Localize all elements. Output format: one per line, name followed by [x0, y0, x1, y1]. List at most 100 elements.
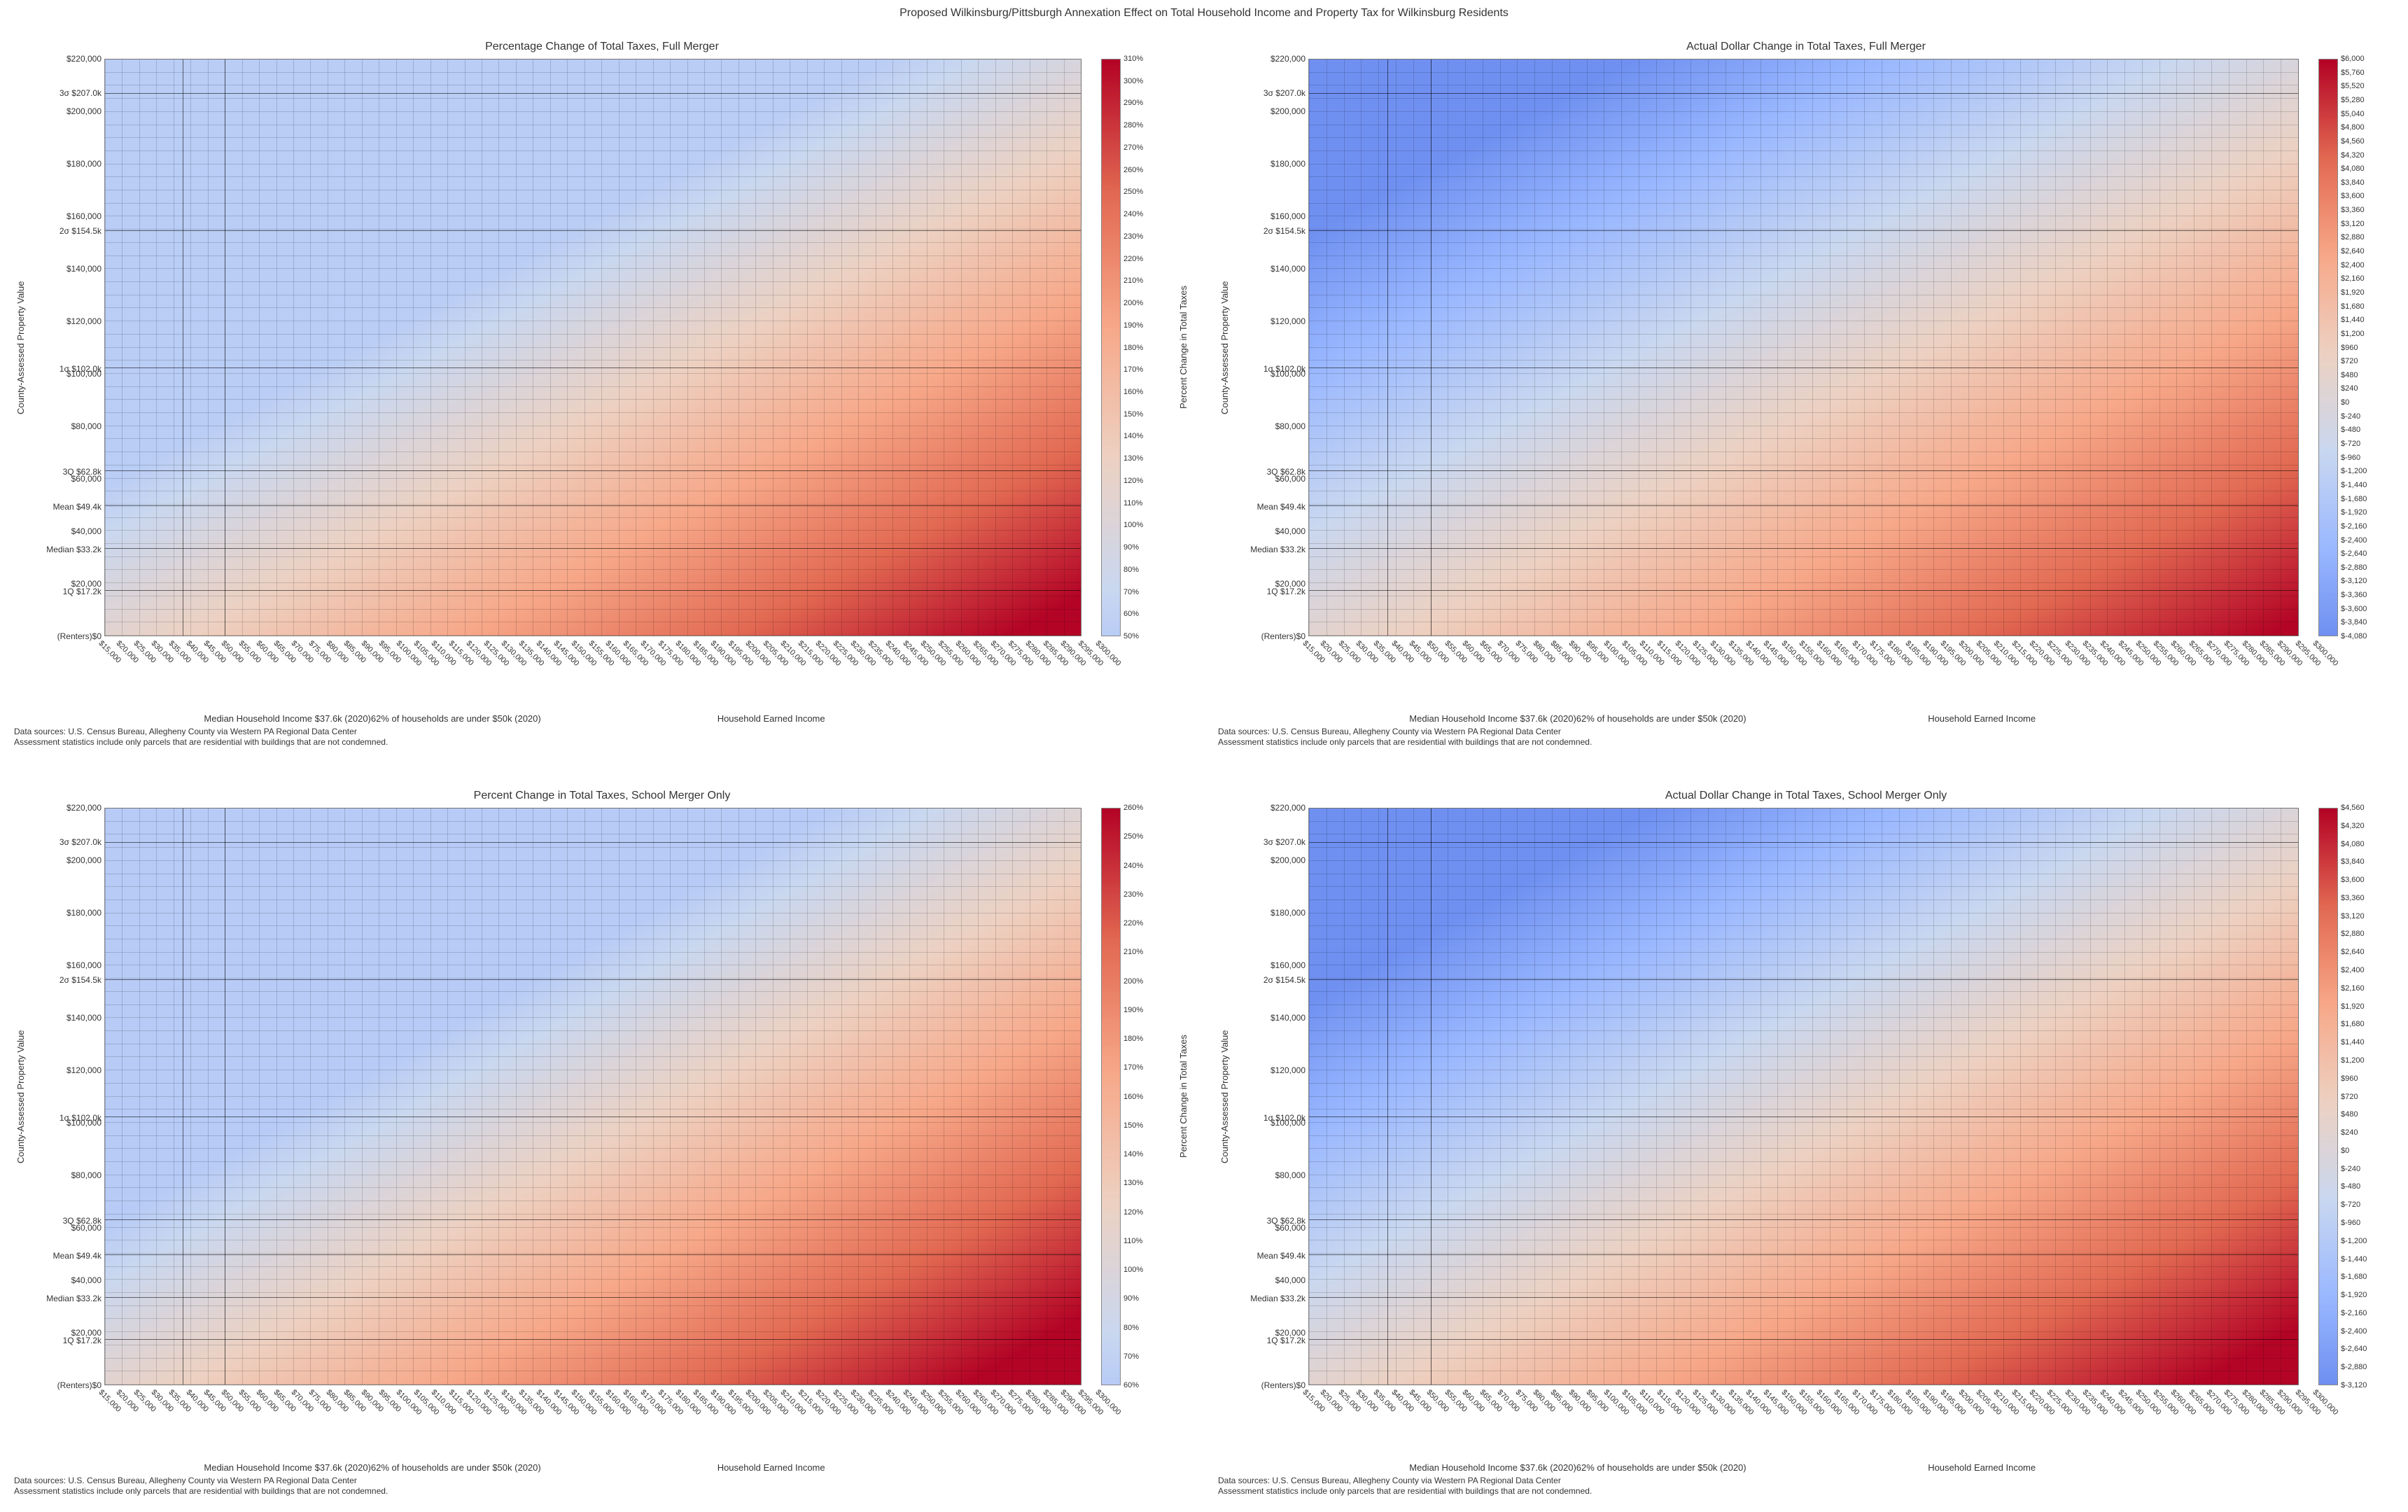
colorbar-tick: 130%: [1124, 454, 1143, 463]
colorbar-tick: $-3,120: [2341, 1381, 2367, 1390]
colorbar-tick: 250%: [1124, 832, 1143, 841]
colorbar-tick: 240%: [1124, 210, 1143, 218]
colorbar-tick: $240: [2341, 1128, 2358, 1137]
colorbar-tick: 90%: [1124, 543, 1139, 552]
y-axis-label: County-Assessed Property Value: [1218, 59, 1231, 636]
colorbar-tick: $720: [2341, 1093, 2358, 1101]
colorbar-tick: $960: [2341, 344, 2358, 352]
colorbar-tick: $0: [2341, 398, 2349, 407]
y-tick: $200,000: [66, 855, 102, 865]
colorbar-tick: $-240: [2341, 412, 2360, 421]
colorbar-tick: 200%: [1124, 299, 1143, 307]
colorbar-tick: $3,840: [2341, 178, 2365, 187]
y-tick: $180,000: [1270, 908, 1306, 918]
colorbar-tick: $1,680: [2341, 1020, 2365, 1028]
colorbar-tick: 230%: [1124, 232, 1143, 241]
colorbar-tick: $1,920: [2341, 288, 2365, 297]
colorbar-tick: 120%: [1124, 1208, 1143, 1217]
colorbar-tick: 120%: [1124, 477, 1143, 485]
colorbar-tick: $-2,160: [2341, 1309, 2367, 1317]
colorbar-tick: 90%: [1124, 1294, 1139, 1303]
chart-title: Percentage Change of Total Taxes, Full M…: [14, 41, 1190, 53]
colorbar-tick: $-2,880: [2341, 1363, 2367, 1371]
y-tick: (Renters)$0: [57, 631, 102, 641]
colorbar-tick: $240: [2341, 384, 2358, 393]
colorbar-tick: 160%: [1124, 388, 1143, 396]
colorbar-tick: $3,600: [2341, 876, 2365, 884]
colorbar-tick: $2,640: [2341, 247, 2365, 255]
x-axis-ticks: $15,000$20,000$25,000$30,000$35,000$40,0…: [104, 636, 1101, 713]
colorbar-tick: 260%: [1124, 804, 1143, 812]
colorbar-tick: 70%: [1124, 588, 1139, 596]
colorbar-tick: $4,800: [2341, 123, 2365, 132]
colorbar: [2318, 808, 2338, 1385]
colorbar-tick: $2,880: [2341, 930, 2365, 938]
colorbar-tick: 300%: [1124, 77, 1143, 85]
colorbar-tick: $-2,160: [2341, 522, 2367, 531]
colorbar-tick: $1,200: [2341, 1056, 2365, 1065]
y-tick: $160,000: [1270, 211, 1306, 221]
colorbar: [1101, 59, 1121, 636]
x-axis-ticks: $15,000$20,000$25,000$30,000$35,000$40,0…: [1308, 1385, 2318, 1462]
colorbar-ticks: 60%70%80%90%100%110%120%130%140%150%160%…: [1121, 808, 1177, 1385]
y-tick: 2σ $154.5k: [1264, 975, 1306, 985]
colorbar-tick: $4,080: [2341, 840, 2365, 848]
colorbar-tick: $6,000: [2341, 55, 2365, 63]
colorbar-tick: $2,160: [2341, 984, 2365, 993]
colorbar-tick: $-1,920: [2341, 1291, 2367, 1299]
y-tick: $200,000: [1270, 855, 1306, 865]
colorbar-tick: 100%: [1124, 521, 1143, 529]
colorbar-tick: $720: [2341, 357, 2358, 365]
y-tick: $140,000: [66, 1013, 102, 1023]
x-axis-ticks: $15,000$20,000$25,000$30,000$35,000$40,0…: [1308, 636, 2318, 713]
colorbar-tick: 250%: [1124, 188, 1143, 196]
colorbar-tick: $-720: [2341, 440, 2360, 448]
y-tick: (Renters)$0: [57, 1380, 102, 1390]
colorbar-tick: $-2,640: [2341, 550, 2367, 558]
colorbar-tick: $3,360: [2341, 894, 2365, 902]
colorbar-tick: 170%: [1124, 365, 1143, 374]
colorbar-label: Percent Change in Total Taxes: [1177, 59, 1190, 636]
colorbar-tick: 260%: [1124, 166, 1143, 174]
y-tick: 2σ $154.5k: [59, 226, 102, 236]
y-tick: $20,000: [1275, 579, 1306, 589]
colorbar-tick: 310%: [1124, 55, 1143, 63]
y-tick: 3Q $62.8k: [1267, 467, 1306, 477]
y-tick: 3σ $207.0k: [59, 88, 102, 98]
colorbar-tick: $-480: [2341, 426, 2360, 434]
y-tick: $200,000: [66, 106, 102, 116]
colorbar-tick: $1,440: [2341, 316, 2365, 324]
colorbar-tick: 180%: [1124, 344, 1143, 352]
colorbar-tick: $1,920: [2341, 1002, 2365, 1011]
colorbar-tick: $2,160: [2341, 274, 2365, 283]
colorbar-tick: 290%: [1124, 99, 1143, 107]
colorbar-ticks: $-3,120$-2,880$-2,640$-2,400$-2,160$-1,9…: [2338, 808, 2394, 1385]
y-tick: $120,000: [1270, 316, 1306, 326]
colorbar-tick: 80%: [1124, 1324, 1139, 1332]
y-axis-label: County-Assessed Property Value: [1218, 808, 1231, 1385]
colorbar-tick: 190%: [1124, 321, 1143, 330]
y-tick: 1σ $102.0k: [59, 1113, 102, 1123]
colorbar-tick: $1,440: [2341, 1038, 2365, 1046]
y-tick: $220,000: [66, 54, 102, 64]
colorbar-tick: $4,320: [2341, 151, 2365, 160]
y-tick: $180,000: [66, 159, 102, 169]
colorbar-tick: $3,840: [2341, 858, 2365, 866]
y-tick: Mean $49.4k: [1257, 502, 1306, 512]
chart-title: Actual Dollar Change in Total Taxes, Sch…: [1218, 790, 2394, 802]
chart-grid: Percentage Change of Total Taxes, Full M…: [14, 41, 2394, 1497]
colorbar-tick: $-960: [2341, 454, 2360, 462]
y-axis-ticks: (Renters)$01Q $17.2k$20,000Median $33.2k…: [1231, 59, 1308, 636]
heatmap-plot: [104, 808, 1082, 1385]
y-tick: $40,000: [71, 526, 102, 536]
colorbar-tick: $3,120: [2341, 220, 2365, 228]
colorbar-tick: $2,640: [2341, 948, 2365, 956]
colorbar-tick: $-480: [2341, 1182, 2360, 1191]
chart-title: Percent Change in Total Taxes, School Me…: [14, 790, 1190, 802]
y-axis-ticks: (Renters)$01Q $17.2k$20,000Median $33.2k…: [27, 808, 104, 1385]
y-tick: $120,000: [1270, 1065, 1306, 1075]
colorbar-tick: $3,360: [2341, 206, 2365, 214]
colorbar-tick: $-1,680: [2341, 495, 2367, 503]
colorbar-tick: $-1,440: [2341, 1255, 2367, 1264]
colorbar-tick: 100%: [1124, 1266, 1143, 1274]
